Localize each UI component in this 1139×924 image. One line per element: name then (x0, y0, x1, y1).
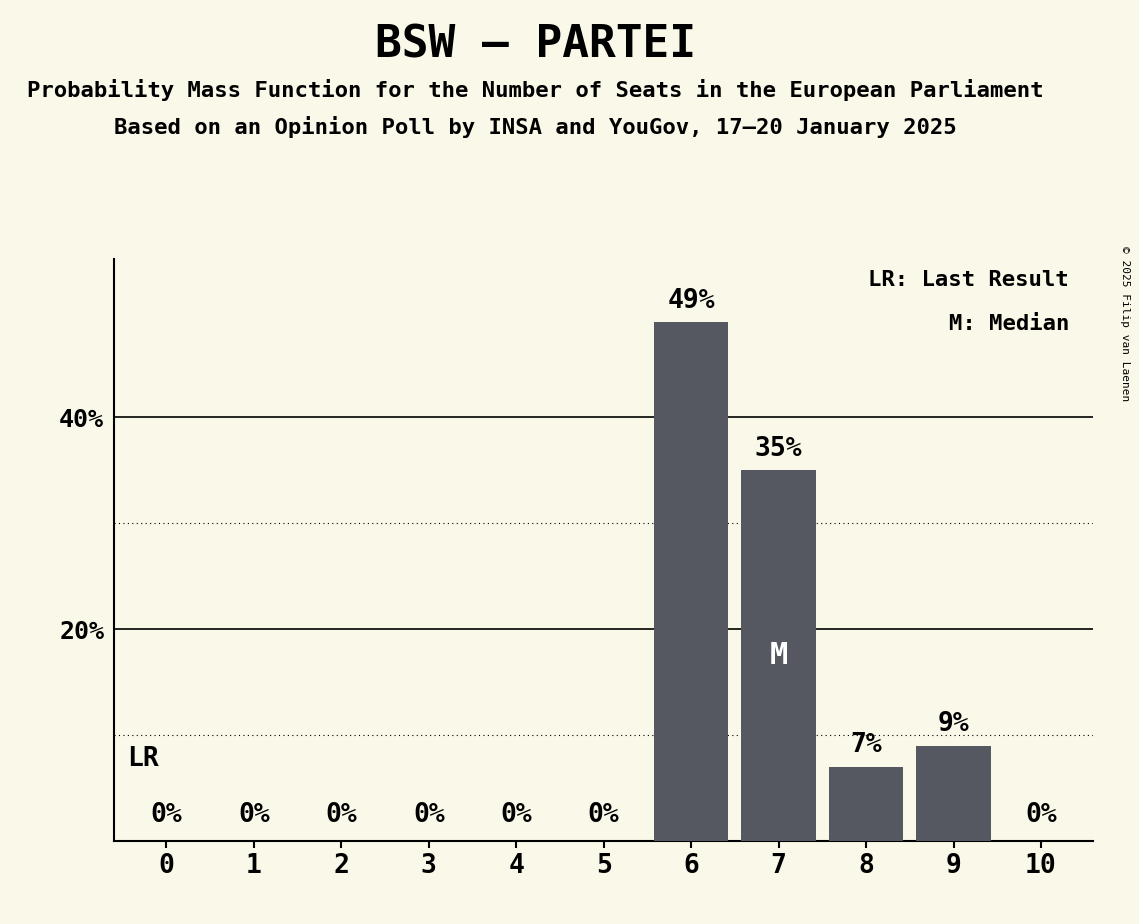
Text: Based on an Opinion Poll by INSA and YouGov, 17–20 January 2025: Based on an Opinion Poll by INSA and You… (114, 116, 957, 139)
Bar (917, 746, 991, 841)
Text: 0%: 0% (500, 802, 532, 828)
Text: © 2025 Filip van Laenen: © 2025 Filip van Laenen (1121, 246, 1130, 401)
Text: 0%: 0% (238, 802, 270, 828)
Text: 0%: 0% (1025, 802, 1057, 828)
Bar (741, 470, 816, 841)
Text: 0%: 0% (150, 802, 182, 828)
Text: 7%: 7% (850, 733, 882, 759)
Text: 0%: 0% (326, 802, 358, 828)
Text: Probability Mass Function for the Number of Seats in the European Parliament: Probability Mass Function for the Number… (27, 79, 1043, 101)
Text: M: M (770, 641, 788, 670)
Bar (654, 322, 728, 841)
Text: 35%: 35% (755, 436, 802, 462)
Text: 0%: 0% (412, 802, 444, 828)
Bar (829, 767, 903, 841)
Text: M: Median: M: Median (949, 314, 1070, 334)
Text: LR: LR (128, 746, 158, 772)
Text: 49%: 49% (667, 287, 715, 314)
Text: BSW – PARTEI: BSW – PARTEI (375, 23, 696, 67)
Text: 9%: 9% (937, 711, 969, 737)
Text: LR: Last Result: LR: Last Result (868, 271, 1070, 290)
Text: 0%: 0% (588, 802, 620, 828)
